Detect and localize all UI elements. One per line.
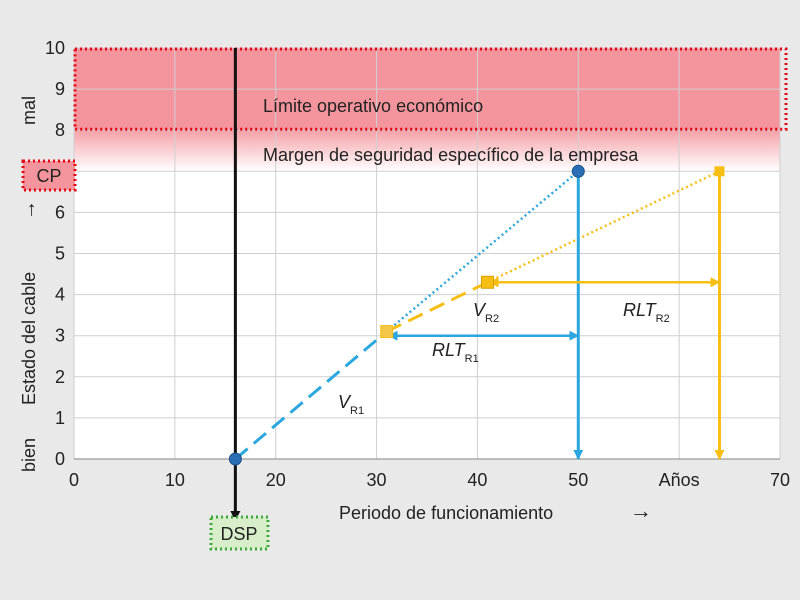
dsp-box	[209, 515, 270, 551]
series-end-point	[714, 166, 725, 177]
margin-band-label: Margen de seguridad específico de la emp…	[263, 145, 639, 165]
cp-label: CP	[36, 166, 61, 186]
series-point	[380, 325, 394, 339]
y-tick-label: 6	[55, 202, 65, 222]
x-tick-label: 70	[770, 470, 790, 490]
series-label-r1: VR1	[338, 392, 364, 417]
start-point	[228, 452, 242, 466]
y-top-word: mal	[19, 96, 39, 125]
rlt-label-r1: RLTR1	[432, 340, 479, 365]
y-tick-label: 9	[55, 79, 65, 99]
y-bottom-word: bien	[19, 438, 39, 472]
series-label-r2: VR2	[473, 300, 499, 325]
x-tick-label: 0	[69, 470, 79, 490]
y-tick-label: 5	[55, 244, 65, 264]
y-tick-label: 4	[55, 285, 65, 305]
dsp-label: DSP	[220, 524, 257, 544]
x-axis-arrow: →	[630, 498, 652, 523]
margin-band	[74, 130, 780, 172]
cp-box	[21, 159, 77, 192]
y-axis-title: Estado del cable	[19, 272, 39, 405]
x-tick-label: 50	[568, 470, 588, 490]
y-axis-arrow: →	[18, 200, 40, 220]
y-tick-label: 2	[55, 367, 65, 387]
y-tick-label: 0	[55, 449, 65, 469]
y-tick-label: 8	[55, 120, 65, 140]
series-line-0	[234, 330, 388, 461]
y-tick-label: 10	[45, 38, 65, 58]
series-line-1	[385, 280, 489, 333]
series-projection-0	[385, 170, 580, 333]
rlt-label-r2: RLTR2	[623, 300, 670, 325]
x-tick-label: 20	[266, 470, 286, 490]
x-tick-label: 30	[367, 470, 387, 490]
x-axis-title: Periodo de funcionamiento	[339, 503, 553, 523]
y-tick-label: 3	[55, 326, 65, 346]
limit-band-label: Límite operativo económico	[263, 96, 483, 116]
x-tick-label: 10	[165, 470, 185, 490]
x-tick-label: 40	[467, 470, 487, 490]
limit-band-border	[73, 47, 788, 131]
series-point	[481, 275, 495, 289]
series-end-point	[571, 164, 585, 178]
y-tick-label: 1	[55, 408, 65, 428]
x-tick-label: Años	[659, 470, 700, 490]
